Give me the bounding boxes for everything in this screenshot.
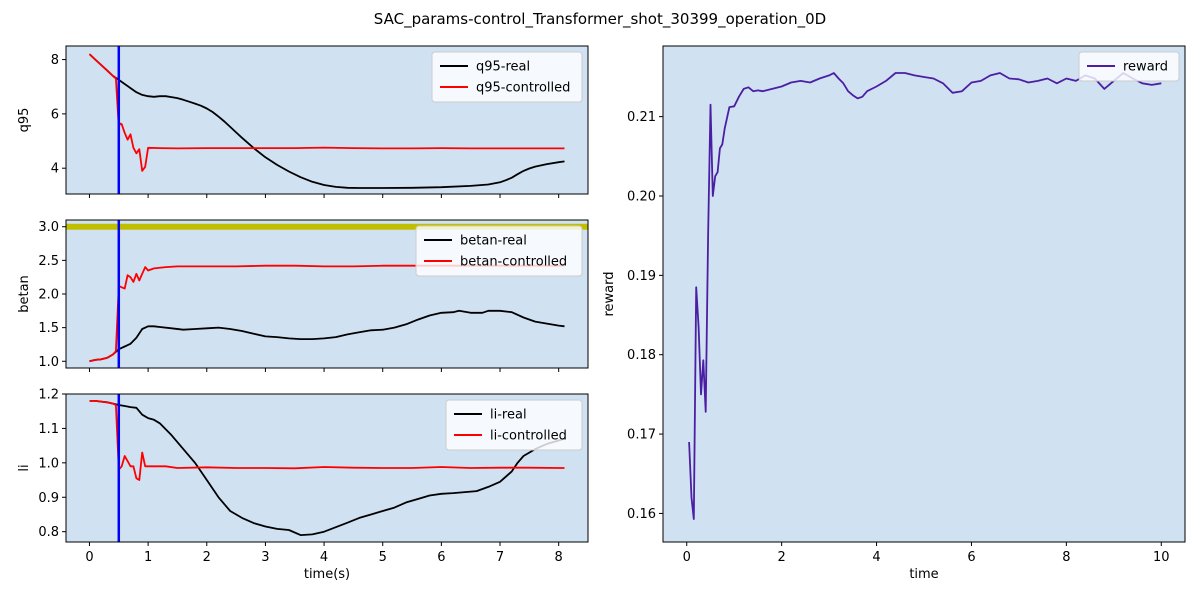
li-xtick-label: 4: [320, 550, 328, 565]
li-xtick-label: 0: [85, 550, 93, 565]
q95-ytick-label: 4: [51, 162, 59, 177]
li-xtick-label: 2: [203, 550, 211, 565]
reward-legend-label-0: reward: [1123, 60, 1168, 75]
li-ytick-label: 1.0: [38, 456, 59, 471]
reward-legend: reward: [1078, 51, 1180, 82]
reward-ytick-label: 0.17: [627, 428, 656, 443]
reward-xtick-label: 6: [967, 550, 975, 565]
reward-xlabel: time: [909, 567, 938, 582]
betan-ytick-label: 1.0: [38, 355, 59, 370]
li-series-0: [89, 400, 565, 536]
betan-legend-label-1: betan-controlled: [460, 255, 567, 270]
betan-ytick-label: 1.5: [38, 321, 59, 336]
reward-xtick-label: 4: [872, 550, 880, 565]
q95-series-1: [88, 53, 565, 172]
reward-ytick-label: 0.19: [627, 269, 656, 284]
li-ytick-label: 0.8: [38, 525, 59, 540]
li-legend-label-1: li-controlled: [490, 429, 567, 444]
li-xtick-label: 3: [261, 550, 269, 565]
reward-xtick-label: 8: [1062, 550, 1070, 565]
q95-ylabel: q95: [17, 108, 32, 133]
reward-legend-box: [1078, 51, 1180, 82]
li-ylabel: li: [17, 464, 32, 471]
betan-ytick-label: 2.0: [38, 288, 59, 303]
li-ytick-label: 0.9: [38, 491, 59, 506]
reward-ytick-label: 0.20: [627, 189, 656, 204]
reward-xtick-label: 2: [777, 550, 785, 565]
li-ytick-label: 1.2: [38, 388, 59, 403]
reward-plot-content: [688, 72, 1162, 520]
li-xtick-label: 6: [437, 550, 445, 565]
betan-legend-box: [415, 225, 583, 277]
reward-ytick-label: 0.18: [627, 348, 656, 363]
q95-axes-frame: [65, 45, 589, 195]
q95-series-0: [88, 53, 565, 189]
q95-legend-label-0: q95-real: [476, 60, 530, 75]
q95-legend-label-1: q95-controlled: [476, 81, 570, 96]
li-legend-box: [445, 399, 583, 451]
betan-ylabel: betan: [17, 275, 32, 313]
betan-legend-label-0: betan-real: [460, 234, 527, 249]
reward-plot-area: [663, 46, 1185, 542]
li-xtick-label: 5: [379, 550, 387, 565]
q95-ytick-label: 6: [51, 107, 59, 122]
betan-series-0: [89, 309, 565, 363]
plots-container: 4 6 8 q95 q95-real q95-controlled 1.0 1.5 2.0 2.5…: [17, 45, 1186, 582]
q95-ytick-label: 8: [51, 53, 59, 68]
q95-chart: 4 6 8 q95 q95-real q95-controlled: [17, 45, 589, 198]
reward-axes-frame: [662, 45, 1186, 543]
q95-legend-box: [431, 51, 583, 103]
li-xtick-label: 7: [496, 550, 504, 565]
q95-plot-content: [88, 46, 565, 194]
betan-legend: betan-real betan-controlled: [415, 225, 583, 277]
li-xtick-label: 8: [555, 550, 563, 565]
reward-xtick-label: 10: [1153, 550, 1170, 565]
li-legend: li-real li-controlled: [445, 399, 583, 451]
reward-ytick-label: 0.21: [627, 110, 656, 125]
li-xtick-label: 1: [144, 550, 152, 565]
reward-ylabel: reward: [602, 271, 617, 316]
betan-chart: 1.0 1.5 2.0 2.5 3.0 betan betan-real betan-cont…: [17, 219, 589, 372]
reward-ytick-label: 0.16: [627, 507, 656, 522]
reward-series-0: [688, 72, 1162, 520]
reward-xtick-label: 0: [683, 550, 691, 565]
li-chart: 0 1 2 3 4 5 6 7 8 0.8 0.9 1.0 1.1 1.2 li time(s) li-real…: [17, 388, 589, 582]
li-legend-label-0: li-real: [490, 408, 527, 423]
li-series-1: [89, 400, 565, 481]
li-axes-frame: [65, 393, 589, 543]
li-plot-content: [89, 394, 565, 542]
betan-ytick-label: 2.5: [38, 254, 59, 269]
li-xlabel: time(s): [304, 567, 350, 582]
reward-chart: 0 2 4 6 8 10 0.16 0.17 0.18 0.19 0.20 0.21 reward tim…: [602, 45, 1186, 582]
li-ytick-label: 1.1: [38, 422, 59, 437]
betan-ytick-label: 3.0: [38, 220, 59, 235]
q95-legend: q95-real q95-controlled: [431, 51, 583, 103]
figure-title: SAC_params-control_Transformer_shot_3039…: [374, 10, 826, 29]
